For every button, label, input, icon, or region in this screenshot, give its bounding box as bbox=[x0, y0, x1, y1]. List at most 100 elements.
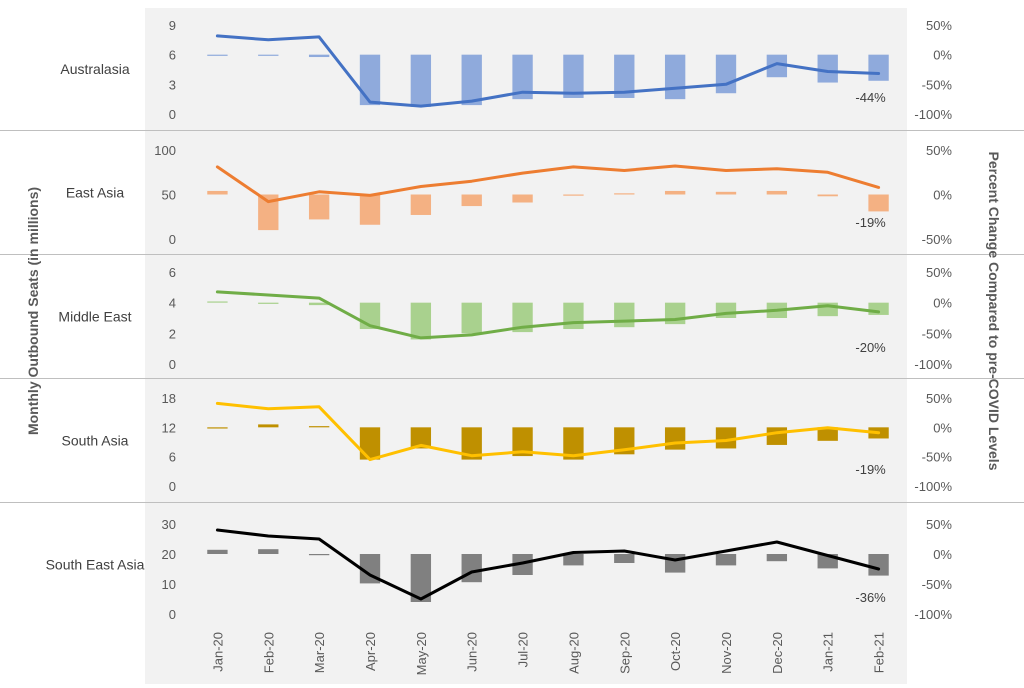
region-label: South Asia bbox=[62, 433, 129, 449]
bar bbox=[563, 194, 584, 196]
right-tick-label: -50% bbox=[922, 326, 953, 341]
left-tick-label: 18 bbox=[162, 391, 176, 406]
bar bbox=[868, 54, 889, 81]
x-tick-label: Jan-21 bbox=[821, 632, 836, 672]
bar bbox=[308, 194, 330, 220]
x-tick-label: Dec-20 bbox=[770, 632, 785, 674]
x-tick-label: Mar-20 bbox=[312, 632, 327, 673]
bar bbox=[308, 302, 330, 306]
bar bbox=[868, 194, 889, 212]
bar bbox=[258, 302, 279, 304]
bar bbox=[207, 301, 228, 303]
right-axis-title: Percent Change Compared to pre-COVID Lev… bbox=[986, 152, 1002, 471]
bar bbox=[614, 302, 635, 328]
bar bbox=[308, 426, 330, 428]
bar bbox=[207, 190, 228, 195]
bar bbox=[614, 427, 635, 455]
bar bbox=[614, 554, 635, 563]
x-tick-label: Apr-20 bbox=[363, 632, 378, 671]
data-label: -44% bbox=[855, 90, 886, 105]
bar bbox=[410, 54, 432, 107]
bar bbox=[258, 54, 279, 56]
bar bbox=[868, 554, 889, 576]
series-line bbox=[215, 401, 881, 462]
bar bbox=[207, 549, 228, 554]
bar bbox=[563, 302, 584, 330]
left-tick-label: 6 bbox=[169, 450, 176, 465]
bar bbox=[410, 194, 432, 215]
series-line bbox=[215, 164, 881, 204]
left-tick-label: 9 bbox=[169, 18, 176, 33]
right-tick-label: 50% bbox=[926, 143, 952, 158]
left-tick-label: 4 bbox=[169, 296, 176, 311]
bar bbox=[817, 194, 838, 197]
left-tick-label: 6 bbox=[169, 265, 176, 280]
left-tick-label: 10 bbox=[162, 577, 176, 592]
bar bbox=[461, 554, 482, 583]
bar bbox=[359, 427, 381, 460]
bar bbox=[766, 427, 788, 445]
x-tick-label: Feb-21 bbox=[872, 632, 887, 673]
right-tick-label: 0% bbox=[933, 420, 952, 435]
bar bbox=[715, 54, 737, 94]
bar bbox=[766, 554, 788, 562]
bar bbox=[563, 554, 584, 566]
right-tick-label: -50% bbox=[922, 77, 953, 92]
x-tick-label: Nov-20 bbox=[719, 632, 734, 674]
right-tick-label: -100% bbox=[914, 107, 952, 122]
bar bbox=[461, 302, 482, 334]
bar bbox=[308, 54, 330, 58]
left-tick-label: 100 bbox=[154, 143, 176, 158]
bar bbox=[664, 554, 686, 573]
right-tick-label: 0% bbox=[933, 296, 952, 311]
bar bbox=[563, 427, 584, 460]
bar bbox=[512, 54, 533, 100]
bar bbox=[817, 427, 838, 441]
bar bbox=[512, 194, 533, 203]
bar bbox=[258, 194, 279, 231]
left-tick-label: 6 bbox=[169, 48, 176, 63]
x-tick-label: Jun-20 bbox=[465, 632, 480, 672]
bar bbox=[512, 427, 533, 457]
left-tick-label: 50 bbox=[162, 188, 176, 203]
right-tick-label: 50% bbox=[926, 391, 952, 406]
bar bbox=[614, 193, 635, 195]
right-tick-label: -50% bbox=[922, 232, 953, 247]
bar bbox=[359, 194, 381, 225]
left-tick-label: 0 bbox=[169, 107, 176, 122]
right-tick-label: 0% bbox=[933, 48, 952, 63]
data-label: -20% bbox=[855, 340, 886, 355]
region-label: Australasia bbox=[60, 61, 129, 77]
right-tick-label: -100% bbox=[914, 357, 952, 372]
left-axis-title: Monthly Outbound Seats (in millions) bbox=[25, 187, 41, 435]
region-label: Middle East bbox=[58, 309, 131, 325]
bar bbox=[308, 554, 330, 556]
left-tick-label: 0 bbox=[169, 479, 176, 494]
bar bbox=[207, 54, 228, 56]
bar bbox=[664, 54, 686, 100]
bar bbox=[664, 190, 686, 195]
bar bbox=[715, 191, 737, 195]
left-tick-label: 3 bbox=[169, 77, 176, 92]
right-tick-label: 50% bbox=[926, 265, 952, 280]
x-tick-label: Jan-20 bbox=[210, 632, 225, 672]
x-tick-label: Aug-20 bbox=[566, 632, 581, 674]
bar bbox=[410, 427, 432, 449]
bar bbox=[715, 554, 737, 566]
left-tick-label: 0 bbox=[169, 232, 176, 247]
right-tick-label: -100% bbox=[914, 479, 952, 494]
left-tick-label: 2 bbox=[169, 326, 176, 341]
bar bbox=[563, 54, 584, 98]
bar bbox=[410, 302, 432, 340]
left-tick-label: 12 bbox=[162, 420, 176, 435]
bar bbox=[461, 54, 482, 106]
x-tick-label: Feb-20 bbox=[261, 632, 276, 673]
bar bbox=[461, 427, 482, 460]
data-label: -19% bbox=[855, 462, 886, 477]
left-tick-label: 0 bbox=[169, 607, 176, 622]
bar bbox=[766, 190, 788, 195]
bar bbox=[258, 424, 279, 428]
left-tick-label: 20 bbox=[162, 547, 176, 562]
x-axis-area bbox=[145, 626, 907, 684]
